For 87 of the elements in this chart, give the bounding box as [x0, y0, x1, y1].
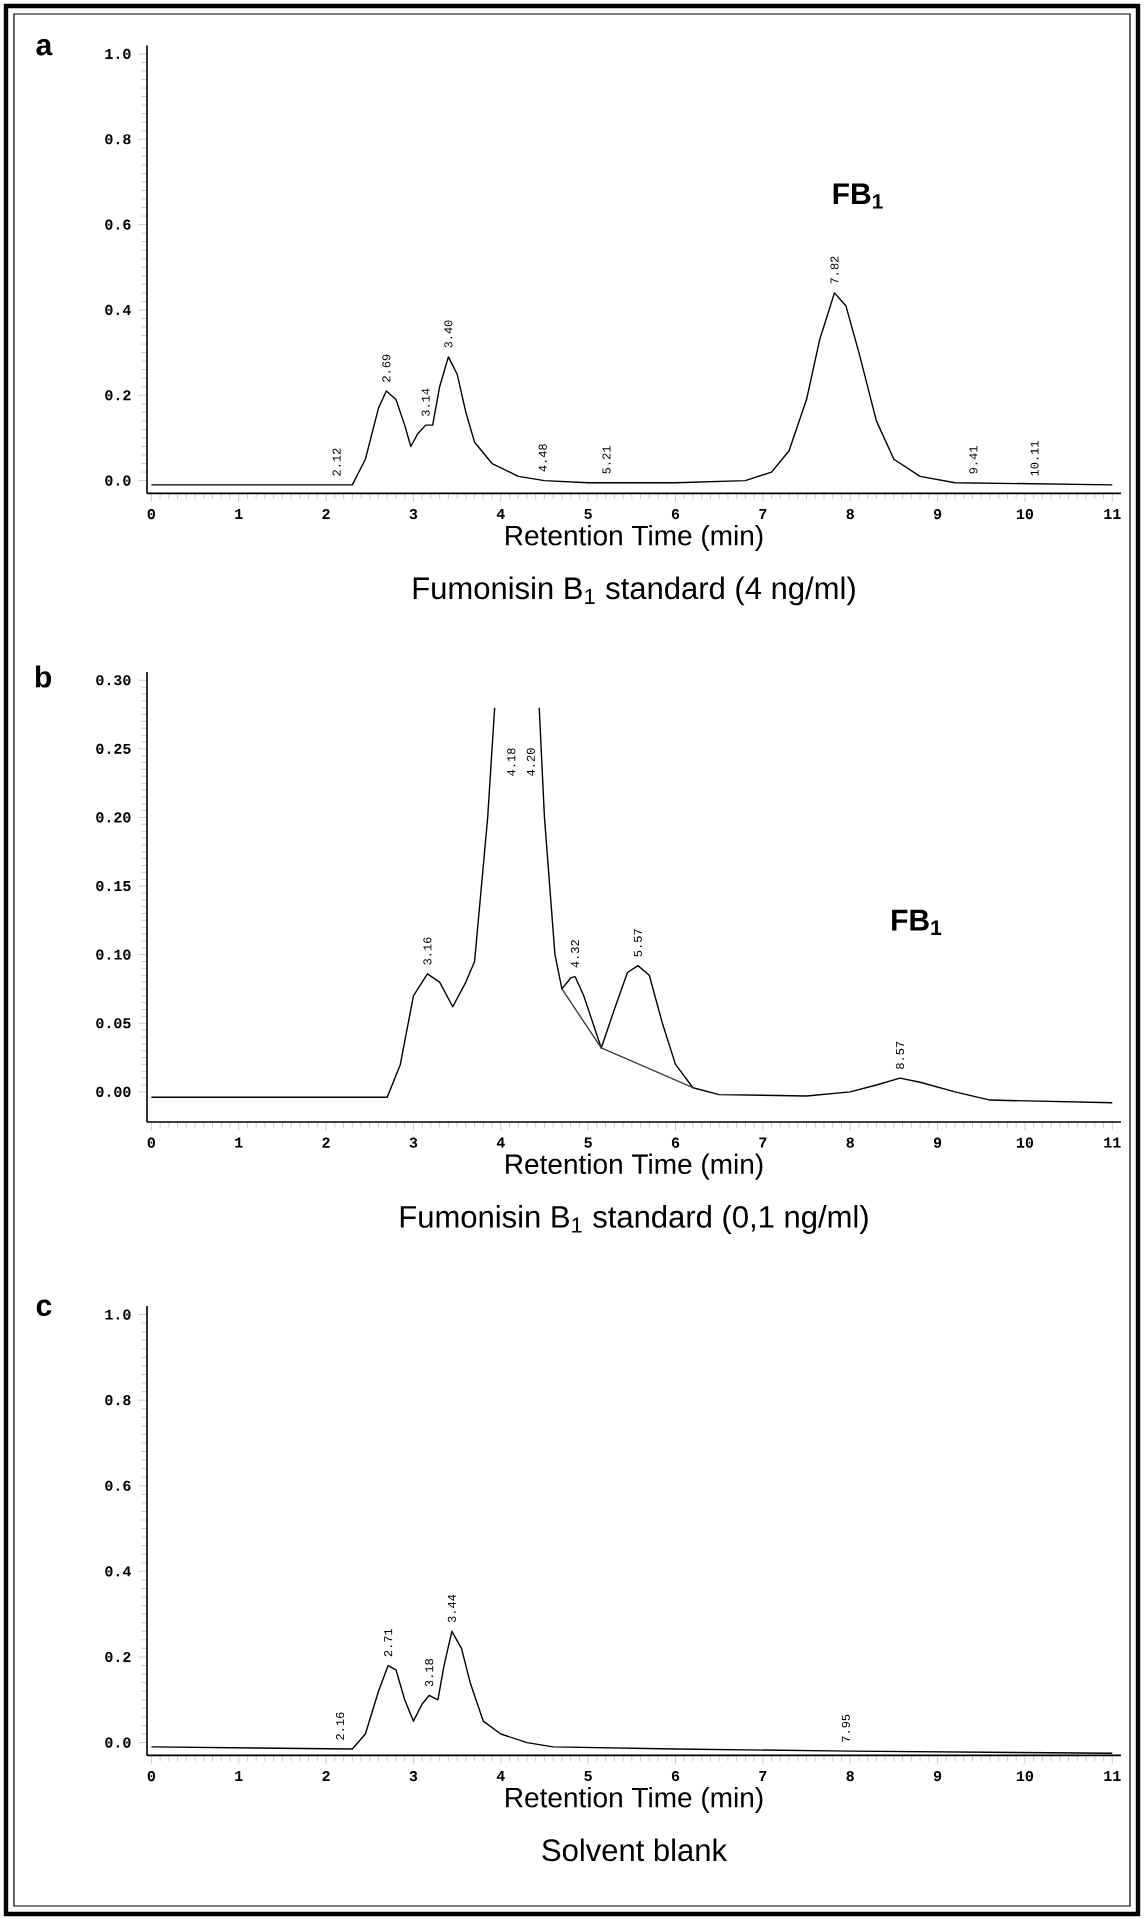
- annotation: 3.40: [444, 320, 453, 348]
- annotation: 5.21: [602, 446, 611, 474]
- y-tick-label: 0.4: [105, 1566, 131, 1577]
- x-tick-label: 1: [235, 509, 243, 519]
- x-tick-label: 4: [496, 1137, 505, 1148]
- x-tick-label: 9: [933, 1137, 942, 1148]
- x-tick-label: 2: [322, 509, 330, 520]
- x-tick-label: 2: [322, 1771, 330, 1782]
- annotation: 8.57: [895, 1041, 905, 1069]
- text: a: [36, 39, 53, 56]
- x-tick-label: 7: [759, 1771, 767, 1781]
- x-tick-label: 1: [235, 1137, 243, 1148]
- y-tick-label: 0.2: [105, 1651, 131, 1663]
- annotation: 4.20: [526, 748, 535, 776]
- y-tick-label: 0.6: [105, 1480, 131, 1491]
- y-tick-label: 0.4: [105, 304, 131, 316]
- annotation: FB$_{1}$: [833, 183, 883, 209]
- y-tick-label: 0.2: [105, 390, 131, 401]
- x-tick-label: 9: [933, 1771, 942, 1782]
- annotation: 4.18: [507, 748, 516, 776]
- x-tick-label: 6: [671, 1771, 680, 1782]
- annotation: 3.16: [423, 937, 432, 965]
- annotation: 7.82: [830, 256, 839, 284]
- y-tick-label: 0.8: [105, 134, 131, 145]
- annotation: 4.48: [538, 444, 547, 472]
- annotation: 9.41: [969, 446, 978, 474]
- text: Solvent blank: [542, 1838, 728, 1862]
- x-tick-label: 10: [1016, 1137, 1034, 1148]
- y-tick-label: 1.0: [105, 1309, 131, 1320]
- x-tick-label: 11: [1104, 509, 1121, 519]
- text: Fumonisin B$_{1}$ standard (4 ng/ml): [413, 576, 855, 606]
- y-tick-label: 0.00: [96, 1086, 131, 1097]
- x-tick-label: 11: [1104, 1771, 1121, 1781]
- x-tick-label: 8: [846, 1771, 854, 1782]
- annotation: 2.71: [384, 1628, 393, 1657]
- x-tick-label: 7: [759, 1137, 767, 1148]
- x-tick-label: 8: [846, 1137, 854, 1148]
- text: Fumonisin B$_{1}$ standard (0,1 ng/ml): [400, 1205, 868, 1234]
- y-tick-label: 0.05: [96, 1018, 131, 1029]
- annotation: 3.18: [425, 1659, 434, 1687]
- annotation: 7.95: [841, 1714, 850, 1742]
- x-tick-label: 5: [584, 1137, 592, 1148]
- x-tick-label: 0: [147, 1137, 155, 1148]
- annotation: 3.44: [447, 1594, 456, 1623]
- x-tick-label: 3: [409, 1771, 418, 1782]
- line-series: [150, 292, 1113, 486]
- y-tick-label: 0.0: [105, 1737, 131, 1748]
- x-tick-label: 6: [671, 509, 680, 520]
- x-axis-title: Retention Time (min): [506, 1153, 763, 1180]
- x-tick-label: 10: [1016, 509, 1034, 520]
- x-tick-label: 8: [846, 509, 854, 520]
- y-tick-label: 0.25: [96, 743, 131, 754]
- x-tick-label: 4: [496, 1771, 505, 1781]
- x-tick-label: 1: [235, 1771, 243, 1781]
- x-tick-label: 3: [409, 509, 418, 520]
- x-tick-label: 0: [147, 509, 155, 520]
- y-tick-label: 1.0: [105, 48, 131, 60]
- annotation: 2.16: [335, 1712, 345, 1740]
- x-tick-label: 4: [496, 509, 505, 519]
- annotation: 2.12: [332, 448, 341, 476]
- x-tick-label: 3: [409, 1137, 418, 1148]
- y-tick-label: 0.6: [105, 219, 131, 230]
- annotation: 5.57: [633, 929, 642, 957]
- x-axis-title: Retention Time (min): [506, 1786, 763, 1814]
- annotation: FB$_{1}$: [892, 909, 942, 935]
- y-tick-label: 0.20: [96, 812, 131, 823]
- x-axis-title: Retention Time (min): [506, 524, 763, 552]
- x-tick-label: 2: [322, 1137, 330, 1148]
- y-tick-label: 0.15: [96, 880, 131, 892]
- y-tick-label: 0.8: [105, 1395, 131, 1406]
- y-tick-label: 0.30: [96, 675, 131, 686]
- x-tick-label: 7: [759, 509, 767, 519]
- y-tick-label: 0.0: [105, 475, 131, 486]
- annotation: 2.69: [382, 354, 391, 382]
- annotation: 10.11: [1030, 441, 1039, 476]
- annotation: 4.32: [570, 940, 580, 968]
- x-tick-label: 6: [671, 1137, 680, 1148]
- x-tick-label: 5: [584, 1771, 592, 1782]
- x-tick-label: 0: [147, 1771, 155, 1782]
- text: b: [35, 665, 52, 688]
- annotation: 3.14: [421, 388, 430, 416]
- x-tick-label: 9: [933, 509, 942, 520]
- text: c: [36, 1299, 52, 1317]
- x-tick-label: 11: [1104, 1137, 1121, 1148]
- x-tick-label: 10: [1016, 1771, 1034, 1782]
- y-tick-label: 0.10: [96, 949, 131, 960]
- x-tick-label: 5: [584, 509, 592, 520]
